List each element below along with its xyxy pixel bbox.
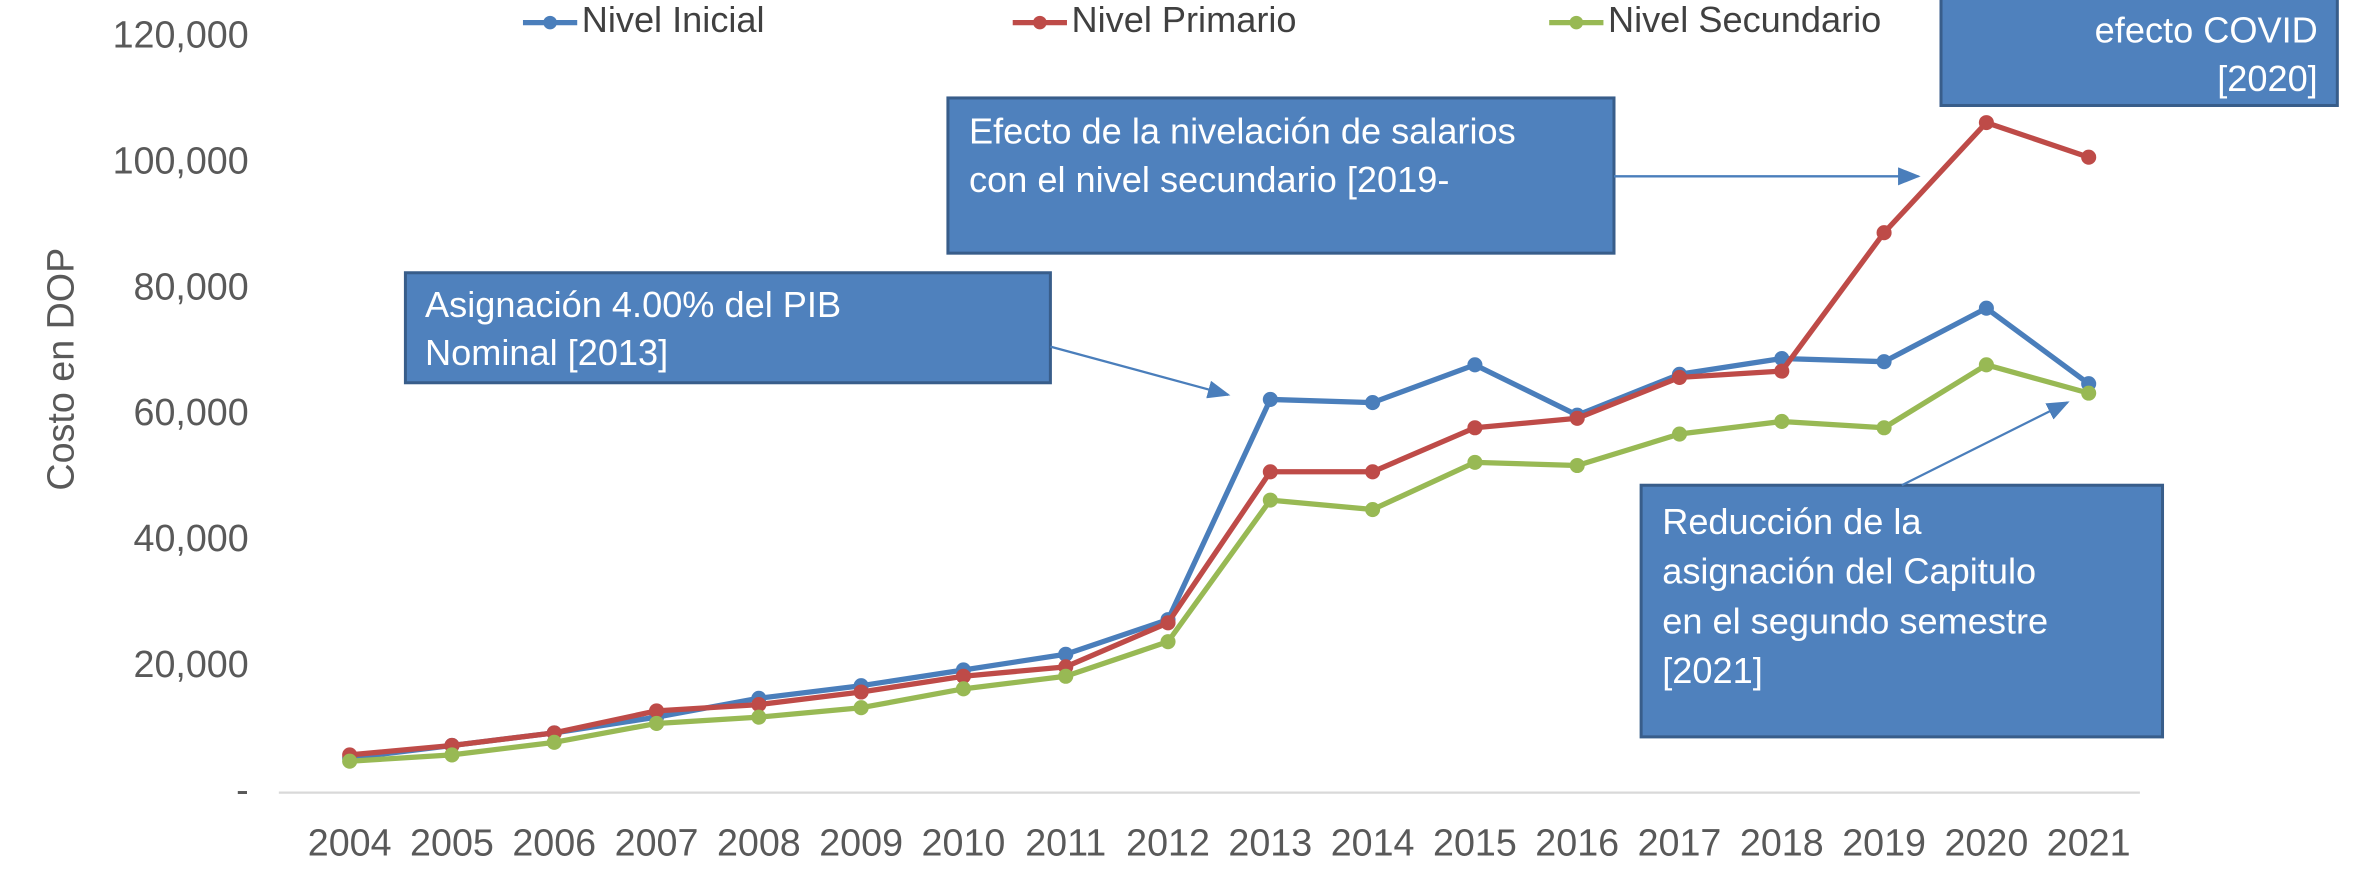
annotation-text: Reducción de la	[1662, 501, 1922, 542]
data-point	[853, 700, 869, 716]
data-point	[751, 697, 767, 713]
annotation-text: en el segundo semestre	[1662, 600, 2048, 641]
x-tick-label: 2020	[1944, 821, 2028, 863]
x-tick-label: 2011	[1025, 821, 1106, 863]
x-tick-label: 2013	[1228, 821, 1312, 863]
data-point	[1365, 464, 1381, 480]
data-point	[1876, 354, 1892, 370]
data-point	[853, 684, 869, 700]
series	[342, 357, 2097, 769]
series-layer	[342, 115, 2097, 769]
data-point	[1671, 369, 1688, 385]
x-tick-label: 2009	[819, 821, 903, 863]
annotation-box: Efecto de la nivelación de salarios con …	[946, 96, 1921, 255]
y-tick-label: 40,000	[134, 517, 249, 559]
data-point	[2081, 385, 2097, 401]
legend-marker	[1033, 15, 1047, 30]
x-tick-label: 2006	[512, 821, 596, 863]
legend-label: Nivel Inicial	[582, 0, 765, 40]
data-point	[1058, 646, 1074, 662]
data-point	[1569, 410, 1585, 426]
data-point	[1262, 492, 1278, 508]
data-point	[1058, 668, 1074, 684]
data-point	[2081, 149, 2097, 165]
x-tick-label: 2010	[922, 821, 1006, 863]
x-tick-label: 2008	[717, 821, 801, 863]
x-tick-label: 2005	[410, 821, 494, 863]
data-point	[1160, 615, 1176, 631]
data-point	[1160, 634, 1176, 650]
series-line	[349, 119, 2090, 758]
data-point	[1467, 420, 1483, 436]
legend-label: Nivel Primario	[1071, 0, 1296, 40]
annotation-box: Asignación 4.00% del PIB Nominal [2013]	[403, 271, 1231, 399]
annotation-text: efecto COVID	[2095, 10, 2318, 51]
data-point	[1365, 395, 1381, 411]
x-tick-label: 2018	[1740, 821, 1824, 863]
data-point	[1876, 420, 1892, 436]
data-point	[1365, 502, 1381, 518]
data-point	[444, 747, 460, 763]
y-axis-label: Costo en DOP	[39, 248, 81, 491]
data-point	[1467, 454, 1483, 470]
series-line	[349, 362, 2090, 764]
x-tick-label: 2021	[2047, 821, 2131, 863]
x-tick-label: 2015	[1433, 821, 1517, 863]
data-point	[1262, 464, 1278, 480]
data-point	[751, 709, 767, 725]
data-point	[342, 753, 358, 769]
data-point	[1467, 357, 1483, 373]
annotation-text: Efecto de la nivelación de salarios	[969, 111, 1516, 152]
data-point	[1262, 391, 1278, 407]
data-point	[1978, 357, 1994, 373]
legend-label: Nivel Secundario	[1608, 0, 1881, 40]
legend-marker	[543, 15, 557, 30]
x-tick-label: 2019	[1842, 821, 1926, 863]
x-tick-label: 2004	[308, 821, 392, 863]
series-line	[349, 305, 2091, 761]
data-point	[1774, 363, 1790, 379]
annotation-text: Asignación 4.00% del PIB	[425, 284, 841, 325]
annotation-text: [2021]	[1662, 650, 1763, 691]
x-tick-label: 2012	[1126, 821, 1210, 863]
annotation-text: asignación del Capitulo	[1662, 551, 2036, 592]
y-tick-label: 20,000	[134, 643, 249, 685]
legend-marker	[1569, 15, 1584, 30]
annotation-text: con el nivel secundario [2019-	[969, 159, 1449, 200]
data-point	[546, 734, 562, 750]
data-point	[649, 715, 665, 731]
data-point	[1671, 426, 1688, 442]
x-tick-label: 2017	[1638, 821, 1722, 863]
data-point	[955, 668, 971, 684]
x-tick-label: 2014	[1331, 821, 1415, 863]
annotation-box: Reducción de la asignación del Capitulo …	[1639, 401, 2165, 739]
data-point	[1978, 115, 1994, 131]
x-tick-label: 2016	[1535, 821, 1619, 863]
y-tick-label: -	[236, 769, 249, 811]
data-point	[649, 703, 665, 719]
data-point	[955, 681, 971, 697]
data-point	[1774, 413, 1790, 429]
data-point	[1569, 457, 1585, 474]
y-tick-label: 120,000	[113, 14, 249, 56]
annotation-text: Nominal [2013]	[425, 332, 668, 373]
x-tick-label: 2007	[615, 821, 699, 863]
y-tick-label: 80,000	[134, 265, 249, 307]
y-tick-label: 100,000	[113, 139, 249, 181]
annotation-text: [2020]	[2217, 58, 2318, 99]
data-point	[1978, 300, 1994, 316]
data-point	[1876, 225, 1892, 241]
y-tick-label: 60,000	[134, 391, 249, 433]
annotation-box: efecto COVID [2020]	[1939, 0, 2339, 107]
